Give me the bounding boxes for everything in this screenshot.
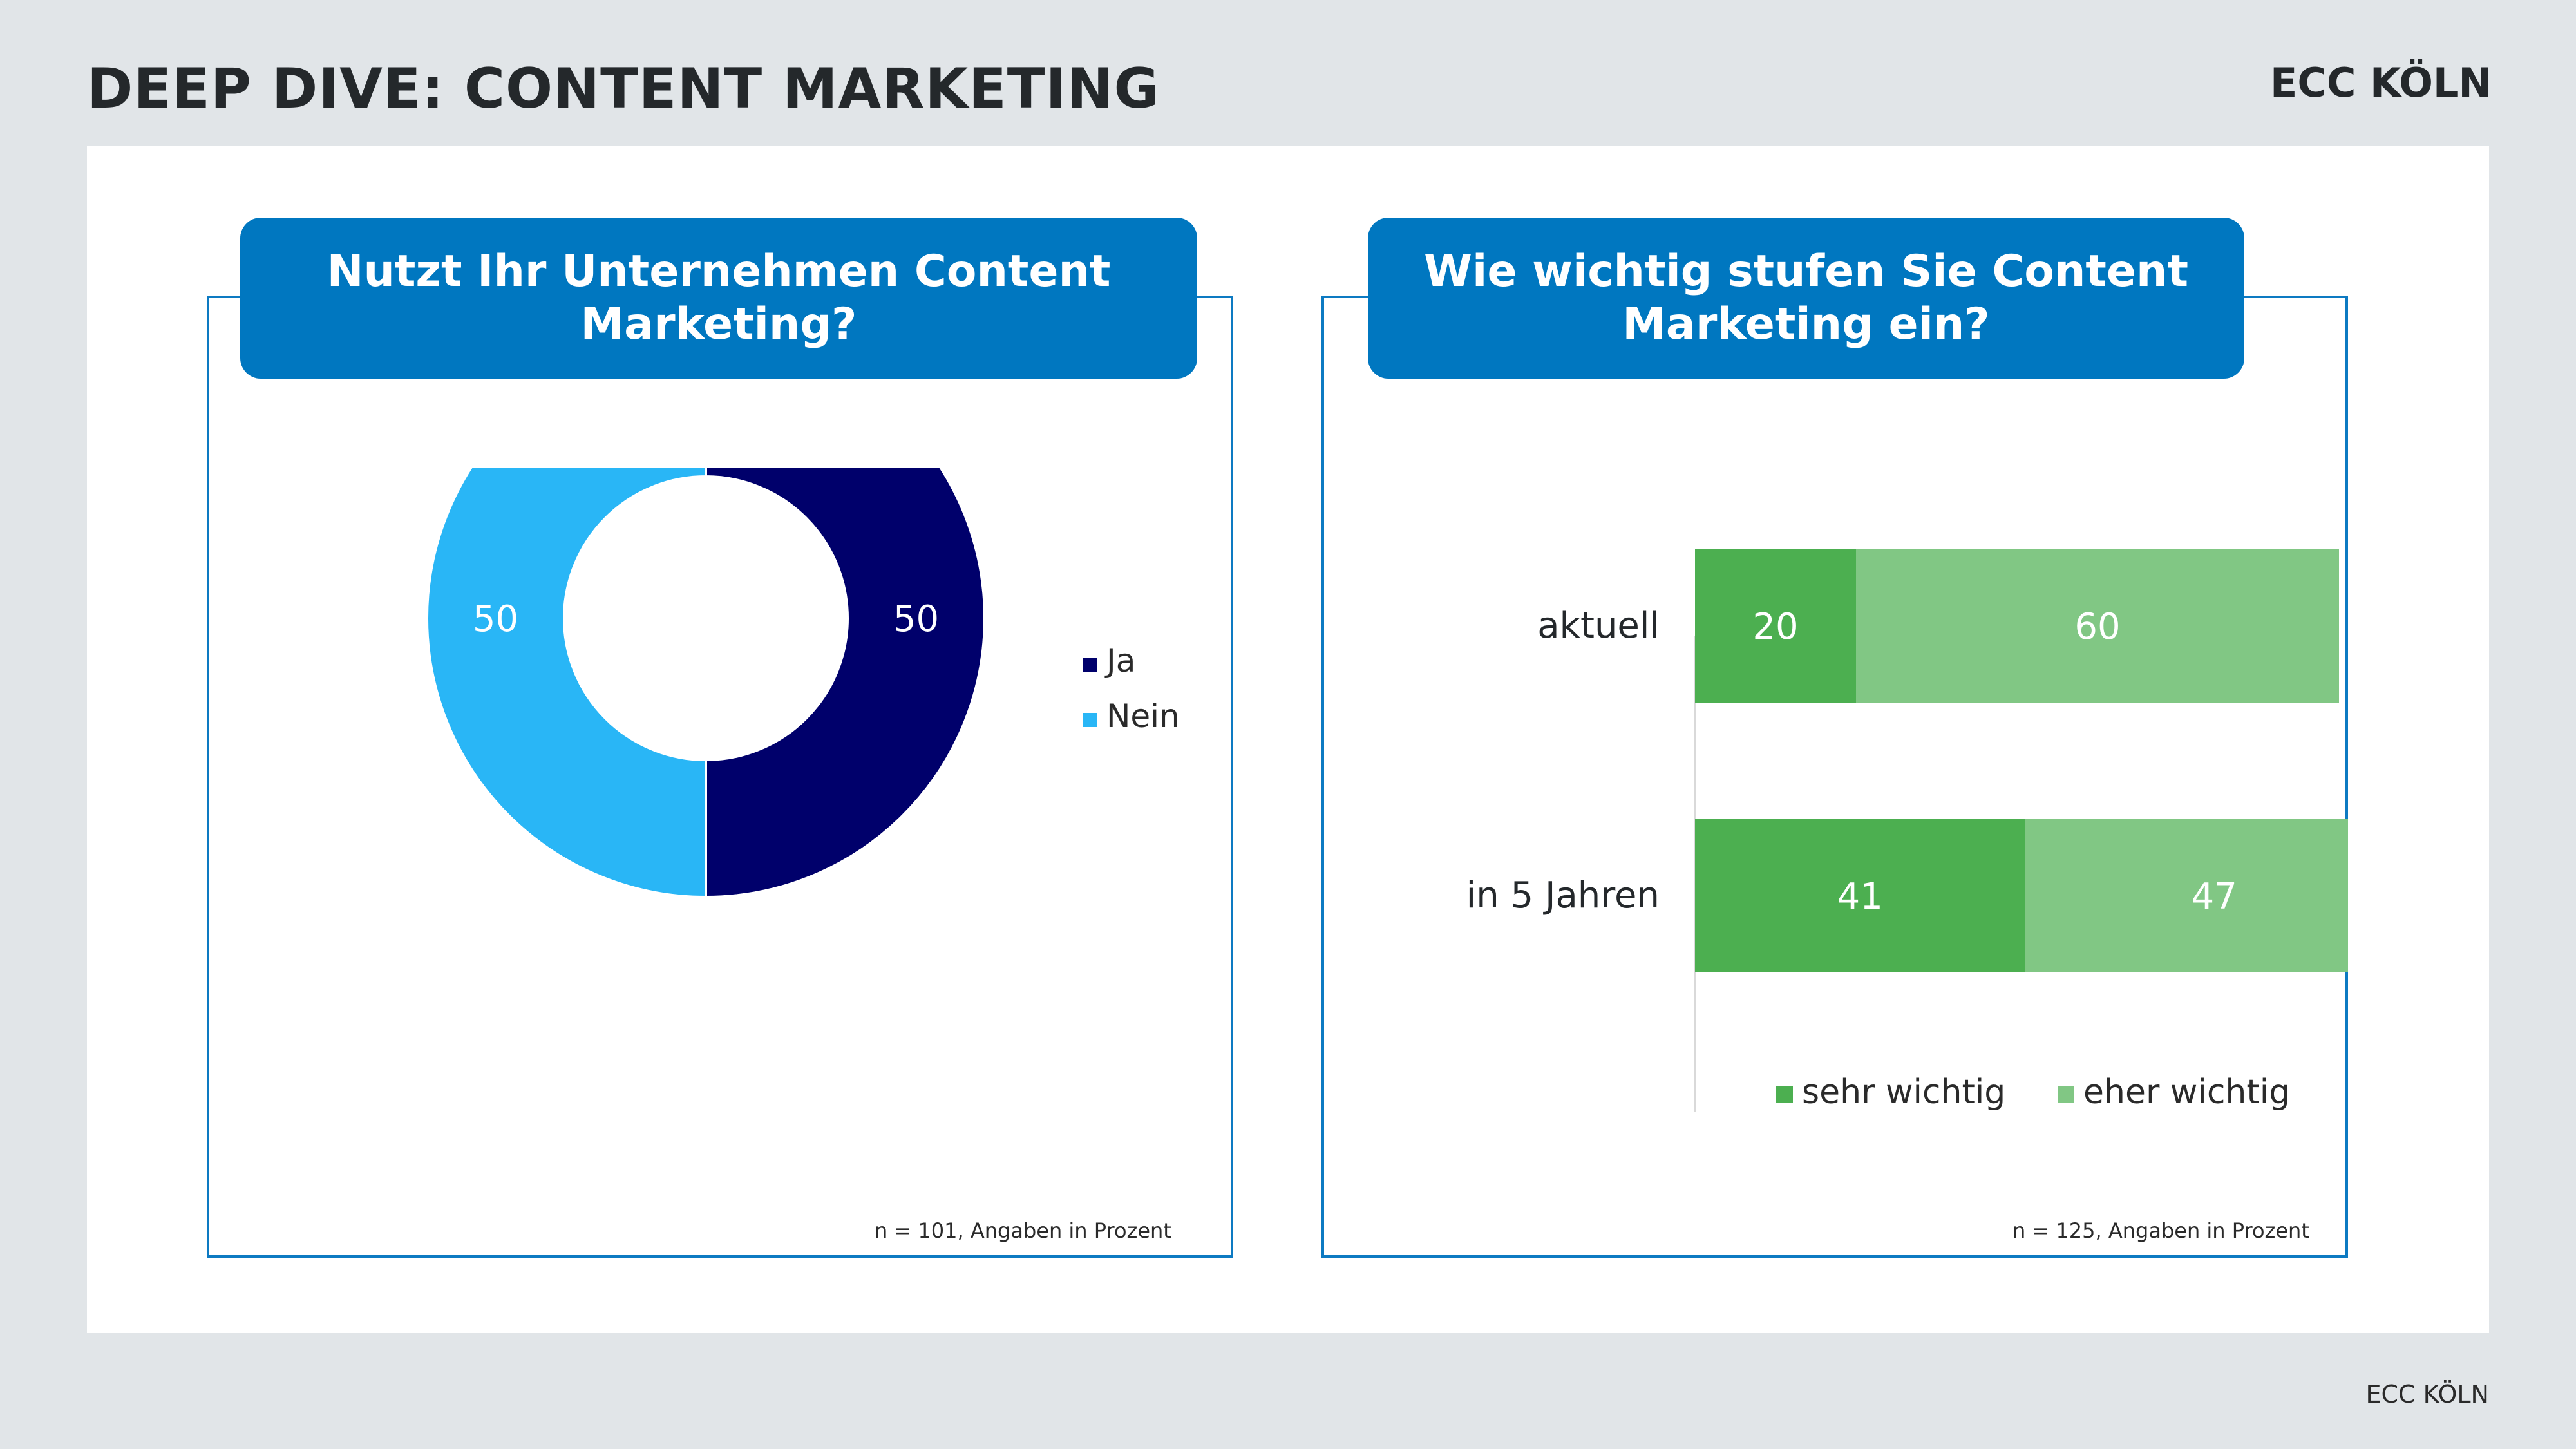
- right-question-box: Wie wichtig stufen Sie Content Marketing…: [1368, 218, 2244, 379]
- legend-label-sehr-wichtig: sehr wichtig: [1802, 1073, 2005, 1112]
- left-question-box: Nutzt Ihr Unternehmen Content Marketing?: [240, 218, 1197, 379]
- page-title: DEEP DIVE: CONTENT MARKETING: [87, 57, 1160, 121]
- donut-value-label-nein: 50: [473, 598, 518, 640]
- left-question-text: Nutzt Ihr Unternehmen Content Marketing?: [327, 246, 1111, 350]
- bar-sehr-wichtig-in-5-Jahren: [1695, 819, 2025, 972]
- legend-label-ja: Ja: [1104, 642, 1135, 679]
- stacked-bar-chart: aktuell 20 60 in 5 Jahren 41 47 sehr wichtig eh…: [1466, 549, 2348, 1112]
- left-sample-note: n = 101, Angaben in Prozent: [875, 1218, 1171, 1243]
- donut-value-label-ja: 50: [893, 598, 939, 640]
- content-panel: Nutzt Ihr Unternehmen Content Marketing?…: [87, 146, 2489, 1333]
- donut-slice-ja: [705, 468, 986, 899]
- bar-sehr-wichtig-aktuell: [1695, 549, 1856, 703]
- category-label: in 5 Jahren: [1466, 875, 1660, 916]
- bar-value-label: 60: [2074, 606, 2120, 648]
- right-sample-note: n = 125, Angaben in Prozent: [2012, 1218, 2309, 1243]
- legend-swatch-nein: [1083, 713, 1097, 727]
- donut-slice-nein: [426, 468, 707, 899]
- category-label: aktuell: [1537, 605, 1660, 647]
- legend-swatch-sehr-wichtig: [1776, 1086, 1793, 1103]
- bar-value-label: 47: [2192, 876, 2237, 918]
- ecc-koeln-logo: ECC KÖLN: [2270, 59, 2492, 104]
- logo-text: ECC KÖLN: [2270, 59, 2492, 104]
- right-chart-frame: [1321, 296, 2348, 1258]
- legend-label-eher-wichtig: eher wichtig: [2083, 1073, 2290, 1112]
- bar-value-label: 41: [1837, 876, 1883, 918]
- legend-label-nein: Nein: [1106, 697, 1180, 735]
- bar-eher-wichtig-aktuell: [1856, 549, 2339, 703]
- footer-text: ECC KÖLN: [2365, 1380, 2489, 1408]
- legend-swatch-ja: [1083, 658, 1097, 672]
- legend-swatch-eher-wichtig: [2058, 1086, 2074, 1103]
- donut-chart: 50 50 Ja Nein: [426, 468, 1180, 899]
- bar-eher-wichtig-in-5-Jahren: [2025, 819, 2348, 972]
- right-question-text: Wie wichtig stufen Sie Content Marketing…: [1424, 246, 2188, 350]
- bar-value-label: 20: [1752, 606, 1798, 648]
